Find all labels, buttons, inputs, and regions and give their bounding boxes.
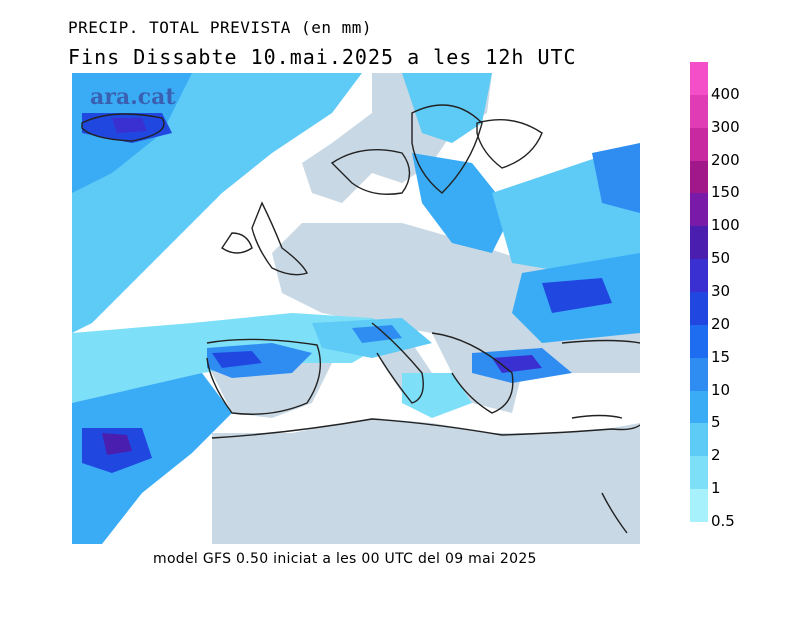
legend-swatch	[690, 62, 708, 96]
legend-swatch	[690, 94, 708, 129]
legend-label: 300	[711, 117, 740, 136]
legend-label: 30	[711, 282, 731, 300]
legend-label: 50	[711, 249, 731, 268]
legend-swatch	[690, 226, 708, 260]
precipitation-map	[72, 73, 640, 544]
map-title: PRECIP. TOTAL PREVISTA (en mm)	[68, 18, 372, 37]
legend-label: 1	[711, 479, 721, 498]
legend-label: 0.5	[711, 512, 735, 530]
legend-swatch	[690, 357, 708, 392]
legend-swatch	[690, 456, 708, 490]
legend-label: 5	[711, 413, 721, 432]
legend-label: 100	[711, 216, 740, 235]
legend-swatch	[690, 127, 708, 162]
legend-swatch	[690, 324, 708, 359]
legend-label: 150	[711, 183, 740, 202]
legend-swatch	[690, 390, 708, 424]
legend-swatch	[690, 259, 708, 293]
model-info-footer: model GFS 0.50 iniciat a les 00 UTC del …	[153, 551, 537, 567]
legend-label: 10	[711, 380, 731, 399]
color-legend	[690, 62, 708, 523]
legend-swatch	[690, 292, 708, 326]
legend-swatch	[690, 423, 708, 457]
legend-swatch	[690, 160, 708, 194]
legend-label: 2	[711, 446, 721, 465]
legend-label: 15	[711, 347, 731, 366]
ara-cat-logo: ara.cat	[90, 84, 176, 110]
legend-label: 400	[711, 84, 740, 103]
coastlines	[81, 104, 640, 534]
legend-swatch	[690, 193, 708, 227]
legend-label: 200	[711, 150, 740, 169]
legend-label: 20	[711, 314, 731, 333]
legend-swatch	[690, 489, 708, 523]
map-subtitle: Fins Dissabte 10.mai.2025 a les 12h UTC	[68, 45, 577, 69]
